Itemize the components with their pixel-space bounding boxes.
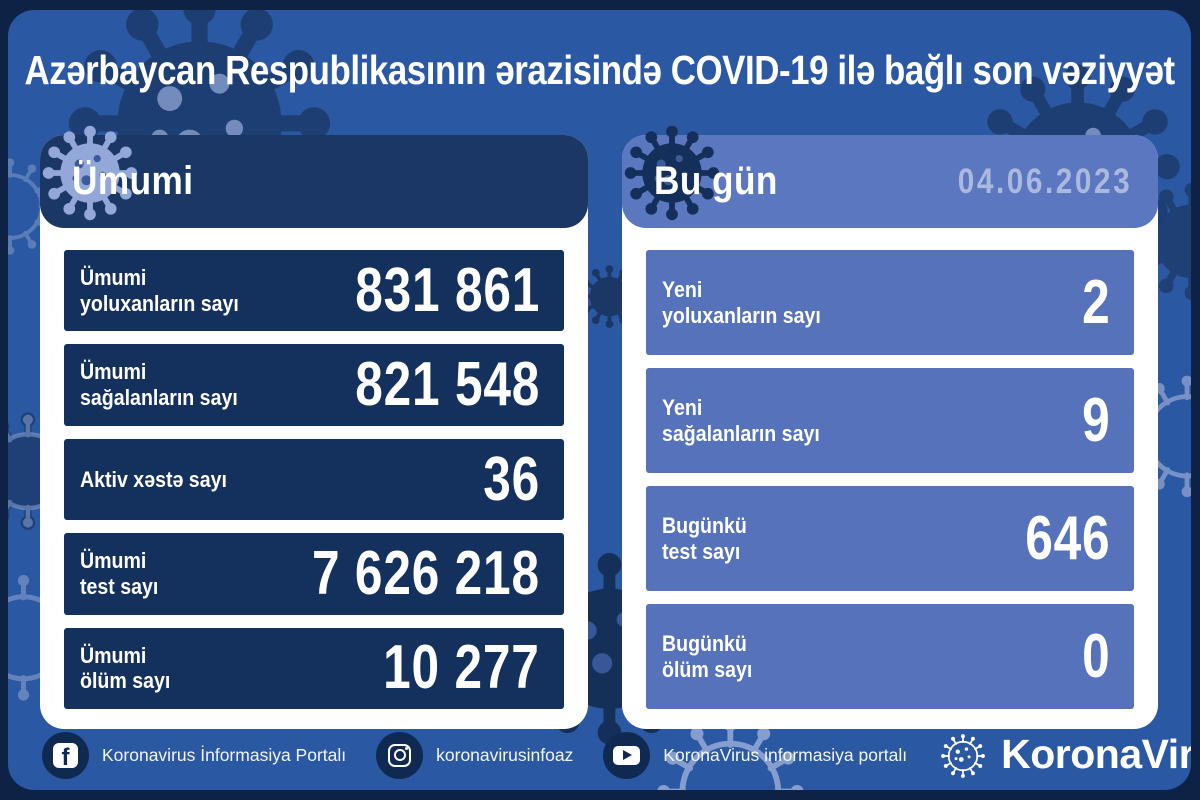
stat-label: Aktiv xəstə sayı <box>80 466 227 492</box>
stat-row: Bugünkü ölüm sayı 0 <box>646 604 1134 709</box>
today-header-label: Bu gün <box>654 159 778 203</box>
stat-value: 821 548 <box>355 350 540 420</box>
today-header: Bu gün 04.06.2023 <box>622 135 1158 228</box>
stat-value: 9 <box>1081 385 1110 455</box>
stat-label: Yeni sağalanların sayı <box>662 394 820 446</box>
board: Azərbaycan Respublikasının ərazisində CO… <box>8 10 1191 790</box>
facebook-item: f Koronavirus İnformasiya Portalı <box>42 731 347 779</box>
youtube-label: KoronaVirus informasiya portalı <box>663 744 908 765</box>
youtube-item: KoronaVirus informasiya portalı <box>603 731 908 779</box>
facebook-icon: f <box>42 731 89 779</box>
stat-row: Ümumi yoluxanların sayı 831 861 <box>64 250 564 332</box>
stat-label: Ümumi ölüm sayı <box>80 642 171 694</box>
stat-row: Ümumi test sayı 7 626 218 <box>64 533 564 615</box>
today-panel: Bu gün 04.06.2023 Yeni yoluxanların sayı… <box>622 135 1158 729</box>
stat-label: Ümumi test sayı <box>80 548 159 599</box>
stat-value: 0 <box>1081 621 1110 691</box>
page-title: Azərbaycan Respublikasının ərazisində CO… <box>24 46 1175 93</box>
stat-label: Yeni yoluxanların sayı <box>662 276 821 328</box>
stat-value: 10 277 <box>383 633 540 703</box>
instagram-icon <box>376 731 424 779</box>
brand-name: KoronaVirus <box>1001 731 1191 777</box>
stat-value: 646 <box>1024 503 1110 573</box>
stat-label: Ümumi yoluxanların sayı <box>80 265 239 316</box>
stat-label: Bugünkü test sayı <box>662 512 747 564</box>
stat-row: Ümumi ölüm sayı 10 277 <box>64 627 564 710</box>
instagram-label: koronavirusinfoaz <box>436 744 574 765</box>
stat-value: 2 <box>1081 267 1110 337</box>
stat-label: Ümumi sağalanların sayı <box>80 359 238 411</box>
brand-logo: KoronaVirus info <box>937 728 1191 782</box>
stat-row: Yeni sağalanların sayı 9 <box>646 368 1134 473</box>
stat-row: Ümumi sağalanların sayı 821 548 <box>64 344 564 426</box>
report-date: 04.06.2023 <box>957 161 1132 201</box>
stat-row: Bugünkü test sayı 646 <box>646 486 1134 591</box>
stat-label: Bugünkü ölüm sayı <box>662 630 753 682</box>
totals-rows: Ümumi yoluxanların sayı 831 861 Ümumi sa… <box>64 250 564 710</box>
stat-row: Yeni yoluxanların sayı 2 <box>646 250 1134 355</box>
stat-value: 7 626 218 <box>312 538 540 608</box>
stat-row: Aktiv xəstə sayı 36 <box>64 438 564 521</box>
youtube-icon <box>603 731 651 779</box>
footer: f Koronavirus İnformasiya Portalı korona… <box>42 726 1191 784</box>
totals-header-label: Ümumi <box>72 159 194 203</box>
instagram-item: koronavirusinfoaz <box>376 731 574 779</box>
totals-panel: Ümumi Ümumi yoluxanların sayı 831 861 Üm… <box>40 135 588 729</box>
stat-value: 831 861 <box>355 255 540 325</box>
totals-header: Ümumi <box>40 135 588 228</box>
today-rows: Yeni yoluxanların sayı 2 Yeni sağalanlar… <box>646 250 1134 709</box>
facebook-label: Koronavirus İnformasiya Portalı <box>102 744 347 765</box>
virus-logo-icon <box>937 730 989 782</box>
stat-value: 36 <box>483 444 540 514</box>
